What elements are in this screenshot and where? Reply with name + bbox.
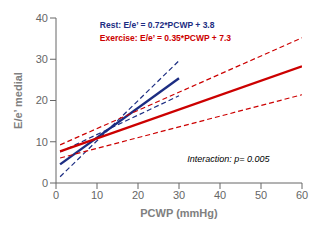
svg-text:30: 30 — [173, 189, 185, 201]
svg-text:0: 0 — [53, 189, 59, 201]
svg-text:50: 50 — [255, 189, 267, 201]
svg-text:E/e’ medial: E/e’ medial — [12, 72, 24, 129]
html-text:Rest: E/e’ = 0.72*PCWP + 3.8: Rest: E/e’ = 0.72*PCWP + 3.8 — [99, 20, 215, 30]
svg-text:PCWP (mmHg): PCWP (mmHg) — [140, 207, 218, 219]
svg-text:Interaction: p= 0.005: Interaction: p= 0.005 — [187, 154, 270, 164]
svg-text:30: 30 — [36, 53, 48, 65]
svg-text:10: 10 — [36, 136, 48, 148]
svg-text:0: 0 — [42, 177, 48, 189]
svg-text:20: 20 — [36, 94, 48, 106]
svg-text:10: 10 — [91, 189, 103, 201]
svg-text:40: 40 — [214, 189, 226, 201]
svg-text:60: 60 — [296, 189, 308, 201]
svg-text:20: 20 — [132, 189, 144, 201]
svg-text:40: 40 — [36, 12, 48, 24]
html-text:Exercise: E/e’ = 0.35*PCWP + 7: Exercise: E/e’ = 0.35*PCWP + 7.3 — [99, 33, 231, 43]
